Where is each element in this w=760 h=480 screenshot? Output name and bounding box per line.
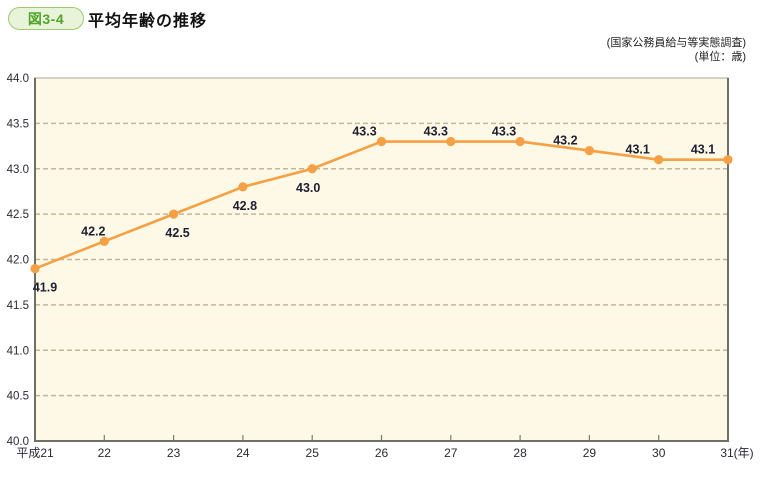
data-point-label: 43.2 xyxy=(553,134,577,148)
data-point xyxy=(723,155,733,165)
data-point xyxy=(584,146,595,156)
data-point-label: 43.1 xyxy=(691,143,715,157)
x-axis-label: 31(年) xyxy=(720,446,753,460)
x-axis-label: 23 xyxy=(167,446,181,460)
x-axis-label: 26 xyxy=(375,446,389,460)
x-axis-label: 27 xyxy=(444,446,458,460)
data-point-label: 43.0 xyxy=(296,181,320,195)
data-point-label: 42.2 xyxy=(81,224,105,238)
x-axis-label: 24 xyxy=(236,446,250,460)
data-point xyxy=(169,209,179,219)
average-age-line-chart: 41.9 42.2 42.5 42.8 43.0 43.3 43.3 43.3 43.2 43.1… xyxy=(0,70,760,475)
data-point-label: 43.3 xyxy=(424,125,448,139)
figure-number-label: 図3-4 xyxy=(27,10,65,27)
x-axis-label: 22 xyxy=(98,446,112,460)
data-point-label: 42.5 xyxy=(165,226,189,240)
y-axis-label: 43.5 xyxy=(7,118,29,130)
source-notes: (国家公務員給与等実態調査) (単位：歳) xyxy=(607,36,746,65)
source-note-survey: (国家公務員給与等実態調査) xyxy=(606,37,746,49)
data-point xyxy=(654,155,664,165)
y-axis-label: 41.5 xyxy=(7,300,29,312)
data-point-label: 42.8 xyxy=(233,199,257,213)
y-axis-label: 43.0 xyxy=(7,164,29,176)
figure-number-badge: 図3-4 xyxy=(8,7,84,30)
y-axis-label: 40.0 xyxy=(7,436,29,448)
page-title: 平均年齢の推移 xyxy=(88,13,208,30)
data-point-label: 43.3 xyxy=(492,125,516,139)
y-axis-label: 42.5 xyxy=(7,209,29,221)
data-point xyxy=(446,136,456,147)
y-axis-label: 44.0 xyxy=(7,73,29,85)
data-point xyxy=(30,263,40,274)
data-point-label: 43.3 xyxy=(352,125,376,139)
y-axis-label: 41.0 xyxy=(7,345,29,357)
x-axis-label: 平成21 xyxy=(16,446,54,460)
chart-canvas: 41.9 42.2 42.5 42.8 43.0 43.3 43.3 43.3 43.2 43.1… xyxy=(7,73,754,460)
y-axis-label: 42.0 xyxy=(7,255,29,267)
data-point-label: 43.1 xyxy=(626,143,650,157)
x-axis-label: 29 xyxy=(583,446,597,460)
x-axis-label: 28 xyxy=(513,446,527,460)
y-axis-label: 40.5 xyxy=(7,391,29,403)
data-point xyxy=(238,182,248,192)
source-note-unit: (単位：歳) xyxy=(694,51,746,64)
x-axis-label: 25 xyxy=(306,446,320,460)
data-point xyxy=(99,236,109,246)
x-axis-label: 30 xyxy=(652,446,666,460)
data-point xyxy=(376,136,387,147)
data-point xyxy=(515,136,525,147)
data-point xyxy=(307,164,317,174)
data-point-label: 41.9 xyxy=(33,281,57,295)
